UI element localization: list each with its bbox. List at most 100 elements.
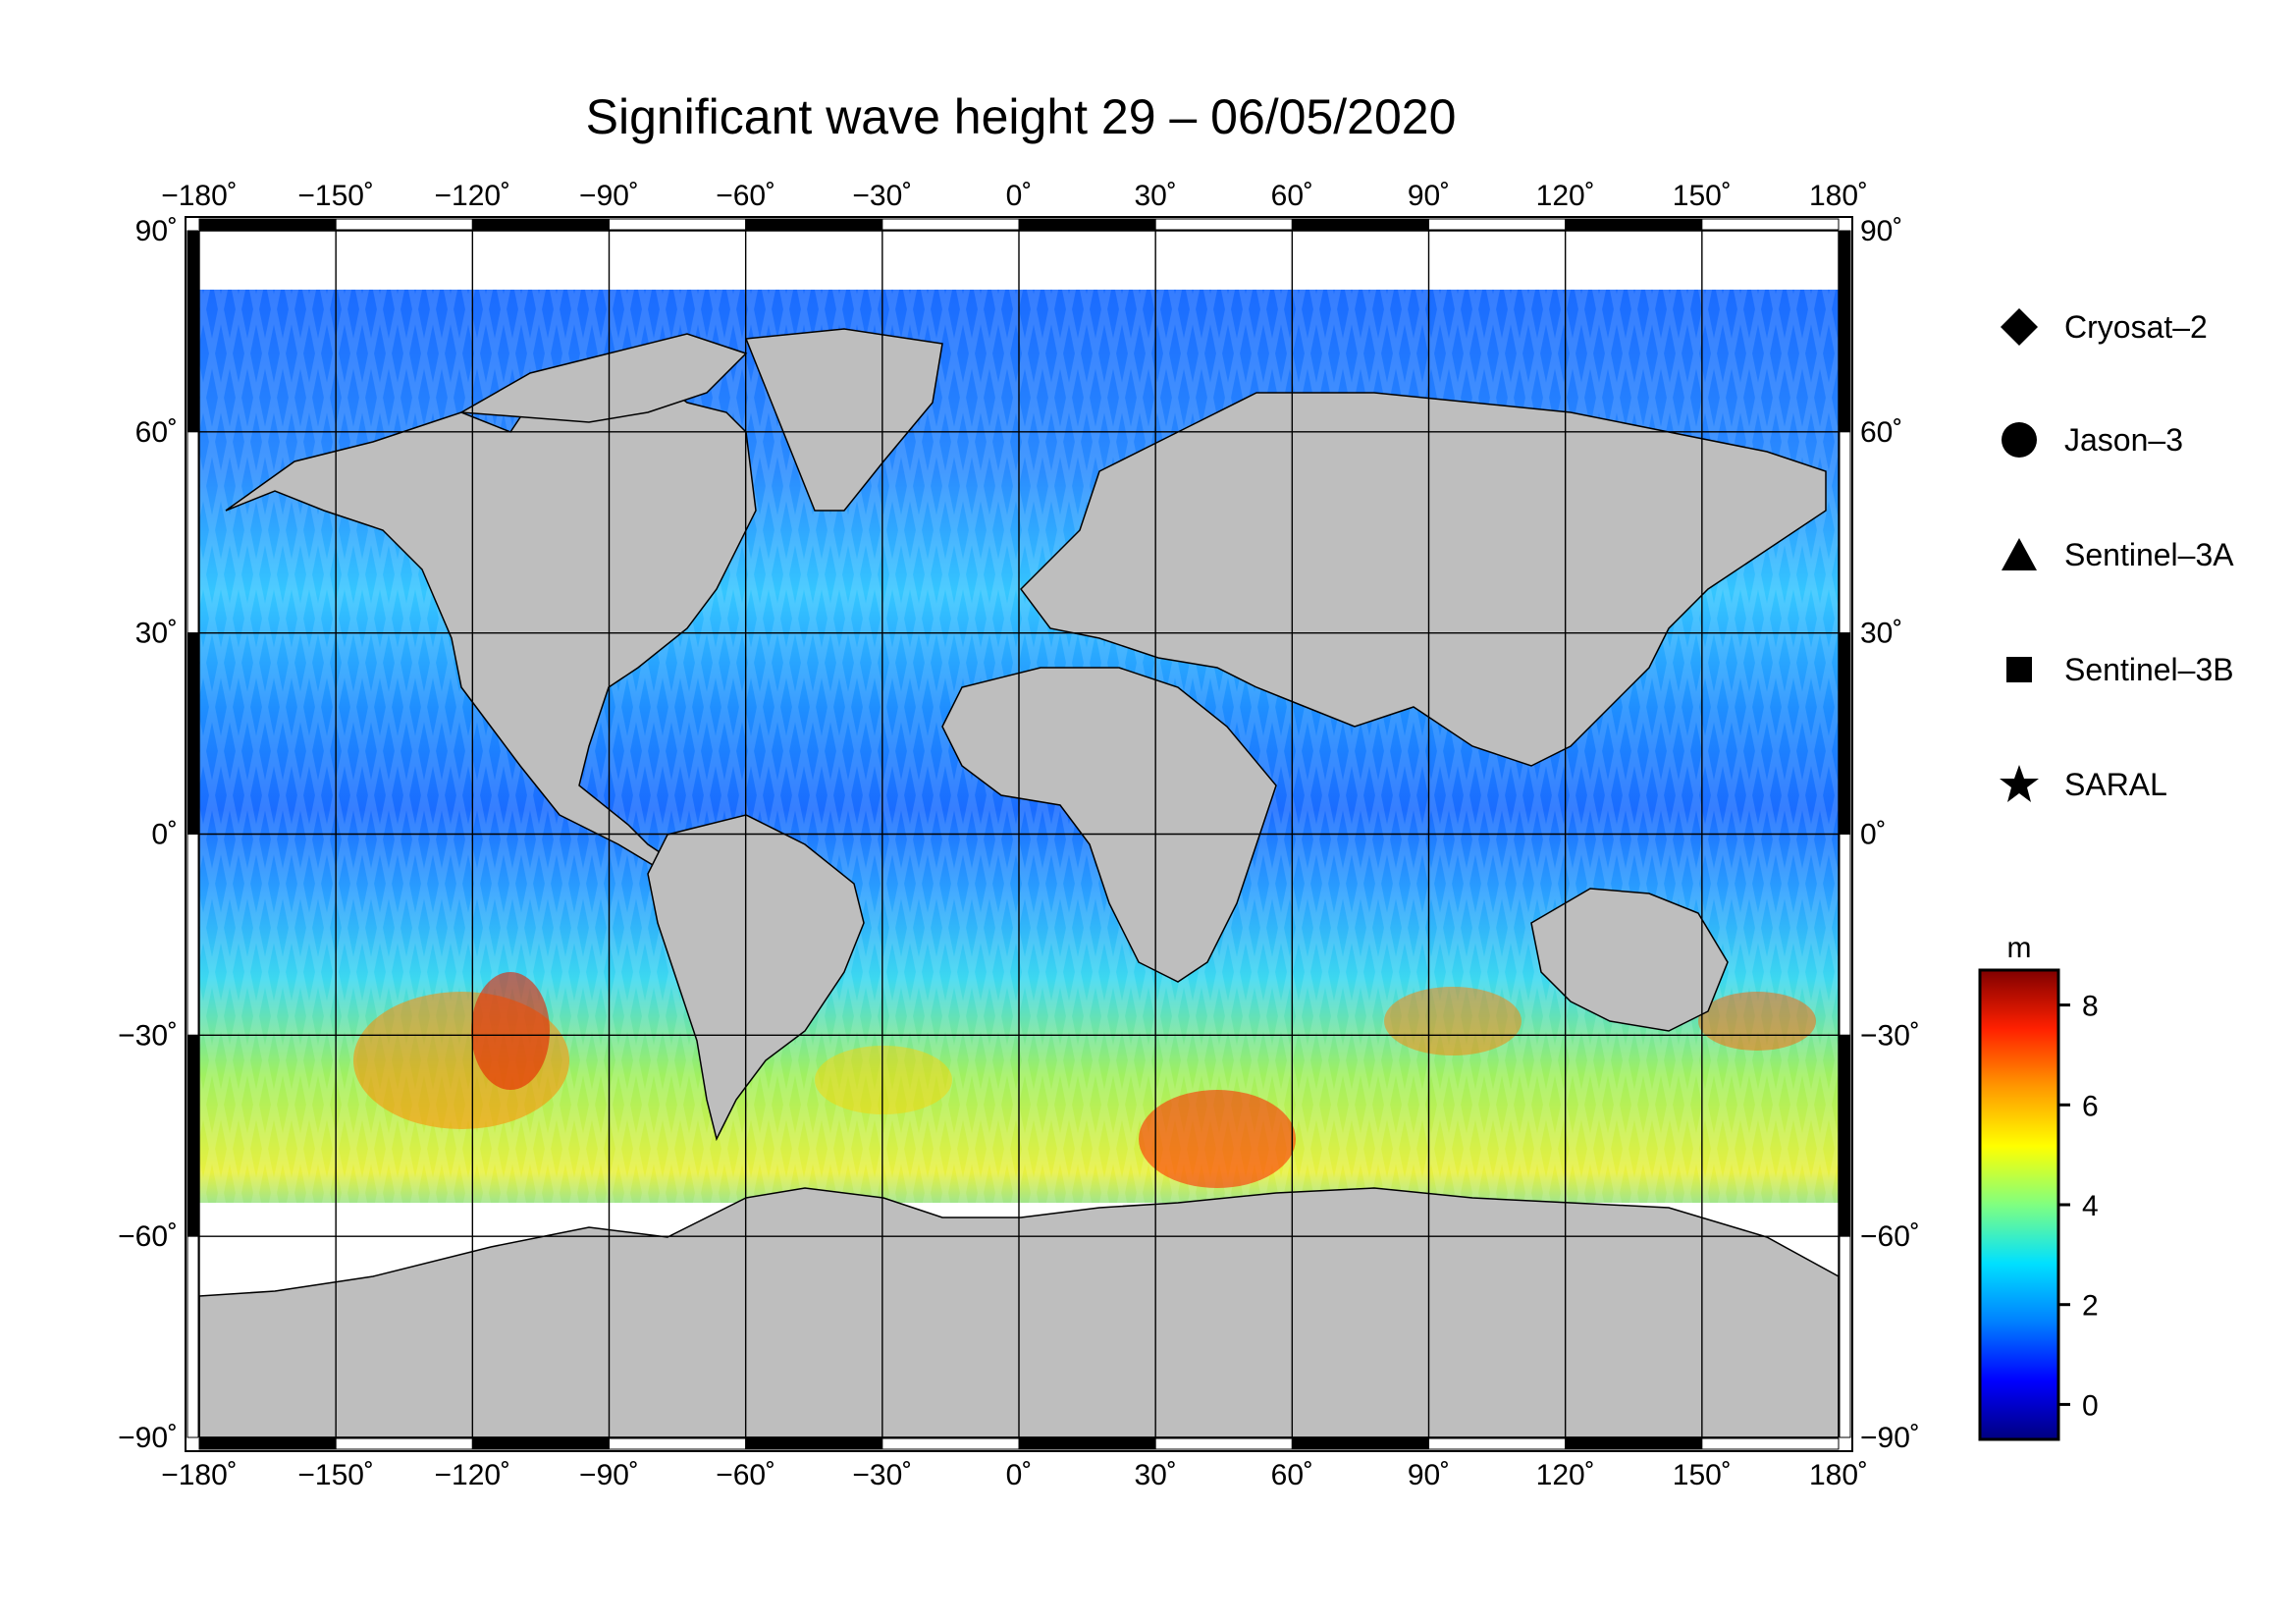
frame-bar-right: [1839, 431, 1851, 634]
south-america: [647, 814, 865, 1142]
frame-bar-right: [1839, 1034, 1851, 1237]
frame-outline: [185, 216, 1853, 1452]
lon-tick-label-top: −90˚: [579, 180, 639, 212]
lat-tick-label-left: −90˚: [118, 1422, 178, 1454]
circle-icon: [2002, 422, 2037, 458]
frame-bar-top: [198, 218, 337, 231]
lat-tick-label-right: −90˚: [1860, 1422, 1920, 1454]
high-wave-patches: [353, 972, 1816, 1188]
frame-bar-bottom: [1565, 1437, 1703, 1450]
lat-tick-label-right: −60˚: [1860, 1220, 1920, 1253]
lat-tick-label-left: 0˚: [151, 819, 178, 851]
frame-bar-bottom: [335, 1437, 473, 1450]
frame-bar-top: [1565, 218, 1703, 231]
lon-tick-label-bottom: −60˚: [716, 1459, 775, 1491]
frame-bar-left: [187, 431, 199, 634]
lon-tick-label-top: −180˚: [161, 180, 238, 212]
star-icon: [2000, 765, 2039, 802]
legend-label: Sentinel–3A: [2064, 536, 2234, 572]
frame-bar-top: [335, 218, 473, 231]
frame-bar-top: [1428, 218, 1567, 231]
legend-label: Jason–3: [2064, 421, 2183, 458]
lat-tick-label-right: 0˚: [1860, 819, 1887, 851]
frame-bar-top: [1701, 218, 1840, 231]
lat-tick-label-left: 60˚: [135, 416, 178, 449]
square-icon: [2006, 657, 2032, 682]
lat-tick-label-right: −30˚: [1860, 1019, 1920, 1052]
frame-bar-top: [471, 218, 611, 231]
graticule: [198, 230, 1840, 1438]
legend-item-saral: SARAL: [1998, 760, 2167, 809]
legend-label: Sentinel–3B: [2064, 651, 2234, 687]
africa: [941, 667, 1277, 983]
frame-bar-top: [745, 218, 883, 231]
lon-tick-label-bottom: 90˚: [1408, 1459, 1450, 1491]
lon-tick-label-top: 90˚: [1408, 180, 1450, 212]
lon-tick-label-top: 120˚: [1536, 180, 1595, 212]
lat-tick-label-left: 90˚: [135, 215, 178, 247]
lat-tick-label-left: −30˚: [118, 1019, 178, 1052]
frame-bar-left: [187, 632, 199, 836]
lat-tick-label-right: 90˚: [1860, 215, 1902, 247]
frame-bar-bottom: [1291, 1437, 1430, 1450]
lat-tick-label-left: 30˚: [135, 618, 178, 650]
frame-bar-right: [1839, 632, 1851, 836]
legend-item-cryosat-2: Cryosat–2: [1998, 302, 2208, 352]
frame-bar-left: [187, 230, 199, 433]
frame-bar-bottom: [471, 1437, 611, 1450]
lon-tick-label-bottom: 120˚: [1536, 1459, 1595, 1491]
figure-title: Significant wave height 29 – 06/05/2020: [585, 89, 1457, 144]
frame-bar-left: [187, 1034, 199, 1237]
frame-bar-bottom: [1701, 1437, 1840, 1450]
frame-bar-bottom: [198, 1437, 337, 1450]
lon-tick-label-bottom: −180˚: [161, 1459, 238, 1491]
legend-label: Cryosat–2: [2064, 308, 2208, 345]
lat-tick-label-right: 30˚: [1860, 618, 1902, 650]
lon-tick-label-top: 0˚: [1006, 180, 1033, 212]
lat-tick-label-left: −60˚: [118, 1220, 178, 1253]
frame-bar-bottom: [1154, 1437, 1293, 1450]
lon-tick-label-bottom: 150˚: [1673, 1459, 1732, 1491]
frame-bar-top: [609, 218, 747, 231]
lon-tick-label-bottom: −150˚: [297, 1459, 374, 1491]
lon-tick-label-top: −150˚: [297, 180, 374, 212]
frame-bar-bottom: [1018, 1437, 1156, 1450]
lon-tick-label-top: −120˚: [435, 180, 511, 212]
frame-bar-right: [1839, 230, 1851, 433]
lon-tick-label-bottom: 30˚: [1134, 1459, 1176, 1491]
frame-bar-top: [881, 218, 1020, 231]
lon-tick-label-bottom: −30˚: [852, 1459, 912, 1491]
lon-tick-label-top: −30˚: [852, 180, 912, 212]
legend-item-jason-3: Jason–3: [1998, 415, 2183, 464]
lon-tick-label-top: 150˚: [1673, 180, 1732, 212]
map-frame: [185, 216, 1853, 1452]
lon-tick-label-bottom: 60˚: [1271, 1459, 1313, 1491]
lon-tick-label-top: 180˚: [1809, 180, 1868, 212]
lon-tick-label-bottom: −90˚: [579, 1459, 639, 1491]
lon-tick-label-top: 60˚: [1271, 180, 1313, 212]
frame-bar-left: [187, 1235, 199, 1438]
frame-bar-right: [1839, 1235, 1851, 1438]
diamond-icon: [2001, 308, 2038, 346]
frame-bar-top: [1154, 218, 1293, 231]
frame-bar-top: [1291, 218, 1430, 231]
lon-tick-label-bottom: 0˚: [1006, 1459, 1033, 1491]
legend-item-sentinel-3a: Sentinel–3A: [1998, 530, 2234, 579]
lon-tick-label-top: 30˚: [1134, 180, 1176, 212]
frame-bar-top: [1018, 218, 1156, 231]
frame-bar-bottom: [609, 1437, 747, 1450]
lon-tick-label-bottom: 180˚: [1809, 1459, 1868, 1491]
triangle-icon: [2002, 538, 2037, 570]
frame-bar-bottom: [881, 1437, 1020, 1450]
legend-item-sentinel-3b: Sentinel–3B: [1998, 645, 2234, 694]
frame-bar-left: [187, 834, 199, 1036]
lat-tick-label-right: 60˚: [1860, 416, 1902, 449]
australia: [1530, 888, 1729, 1032]
tick-labels: −180˚ −180˚ −150˚ −150˚ −120˚ −120˚ −90˚ −90˚ −6…: [118, 180, 1920, 1491]
frame-bar-bottom: [745, 1437, 883, 1450]
lon-tick-label-top: −60˚: [716, 180, 775, 212]
lon-tick-label-bottom: −120˚: [435, 1459, 511, 1491]
frame-bar-right: [1839, 834, 1851, 1036]
